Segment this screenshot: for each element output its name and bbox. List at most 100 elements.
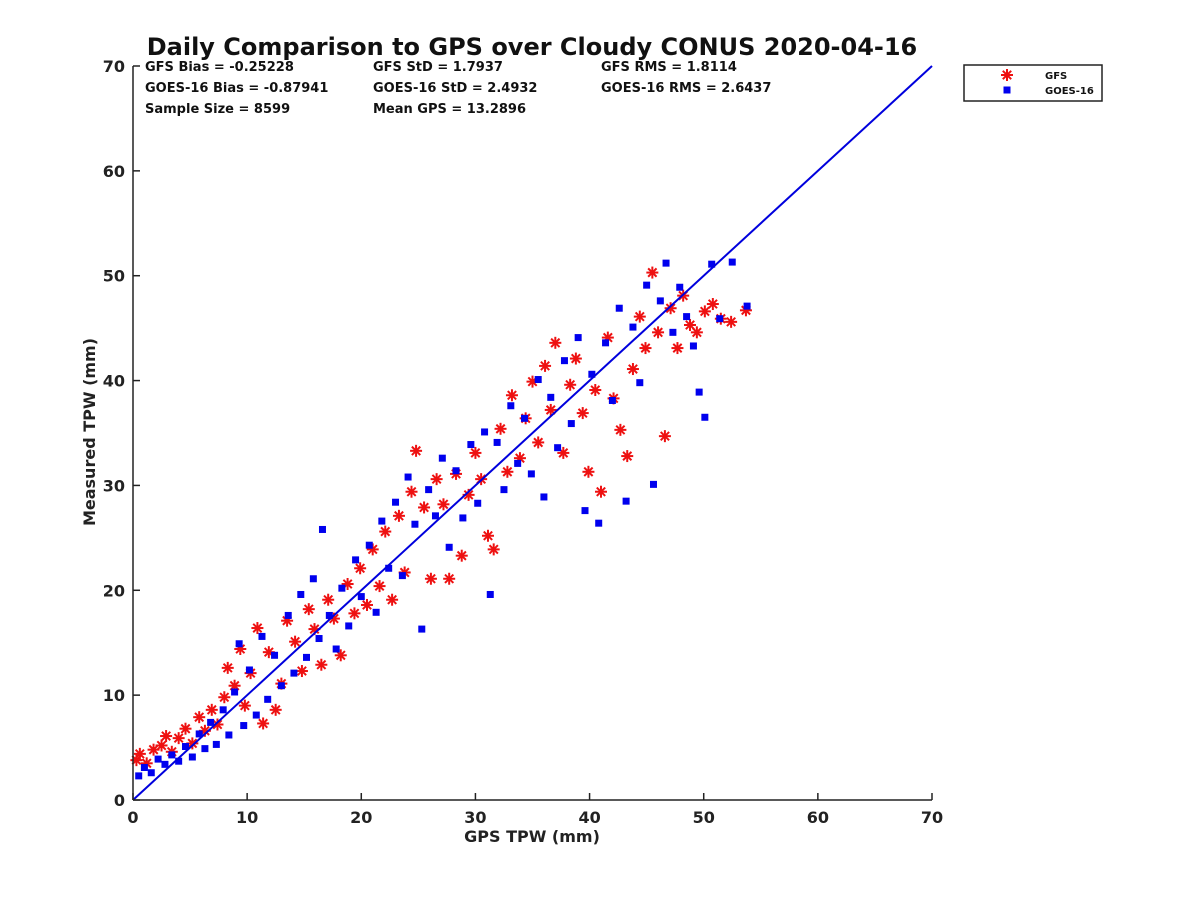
goes-point (154, 755, 162, 763)
goes-point (459, 514, 467, 522)
goes-point (716, 315, 724, 323)
goes-point (602, 339, 610, 347)
goes-point (481, 428, 489, 436)
gfs-point (690, 326, 703, 339)
gfs-point (589, 384, 602, 397)
goes-point (212, 740, 220, 748)
y-tick-label: 20 (103, 581, 125, 600)
gfs-point (626, 363, 639, 376)
gfs-point (684, 318, 697, 331)
goes-point (629, 323, 637, 331)
goes-point (574, 334, 582, 342)
gfs-point (238, 699, 251, 712)
goes-point (231, 688, 239, 696)
gfs-point (269, 703, 282, 716)
gfs-point (315, 658, 328, 671)
goes-point (615, 304, 623, 312)
y-tick-label: 40 (103, 372, 125, 391)
goes-point (695, 388, 703, 396)
gfs-point (155, 739, 168, 752)
x-tick-label: 70 (921, 808, 943, 827)
goes-point (547, 393, 555, 401)
gfs-point (706, 298, 719, 311)
goes-point (540, 493, 548, 501)
goes-point (676, 283, 684, 291)
goes-point (302, 653, 310, 661)
gfs-point (193, 711, 206, 724)
goes-point (252, 711, 260, 719)
goes-point (507, 402, 515, 410)
gfs-point (133, 747, 146, 760)
gfs-point (564, 378, 577, 391)
gfs-point (392, 509, 405, 522)
stat-text: GFS Bias = -0.25228 (145, 60, 294, 75)
goes-point (527, 470, 535, 478)
gfs-point (646, 266, 659, 279)
x-axis-label: GPS TPW (mm) (464, 827, 600, 846)
goes-point (669, 328, 677, 336)
gfs-point (257, 717, 270, 730)
goes-point (277, 682, 285, 690)
gfs-point (639, 342, 652, 355)
gfs-point (354, 562, 367, 575)
goes-point (425, 486, 433, 494)
gfs-point (532, 436, 545, 449)
goes-point (534, 376, 542, 384)
goes-point (372, 608, 380, 616)
goes-point (135, 772, 143, 780)
gfs-legend-symbol (1001, 69, 1013, 81)
legend-box (963, 64, 1103, 102)
stat-text: GFS RMS = 1.8114 (601, 60, 737, 75)
gfs-point (348, 607, 361, 620)
goes-point (636, 379, 644, 387)
goes-point (309, 575, 317, 583)
stat-text: GOES-16 Bias = -0.87941 (145, 81, 328, 96)
gfs-point (582, 465, 595, 478)
stats-block: GFS Bias = -0.25228 GFS StD = 1.7937 GFS R… (145, 60, 771, 117)
y-tick-label: 10 (103, 686, 125, 705)
goes-point (161, 760, 169, 768)
gfs-point (569, 352, 582, 365)
goes-point (743, 302, 751, 310)
x-tick-label: 50 (693, 808, 715, 827)
goes-point (643, 281, 651, 289)
goes-point (622, 497, 630, 505)
x-tick-label: 30 (464, 808, 486, 827)
x-tick-label: 10 (236, 808, 258, 827)
x-ticks: 0 10 20 30 40 50 60 70 (127, 793, 943, 827)
gfs-point (557, 446, 570, 459)
gfs-point (633, 310, 646, 323)
goes-point (345, 622, 353, 630)
goes-point (207, 718, 215, 726)
gfs-point (494, 422, 507, 435)
goes-point (567, 420, 575, 428)
gfs-point (172, 732, 185, 745)
goes-point (398, 572, 406, 580)
gfs-point (664, 302, 677, 315)
gfs-point (379, 525, 392, 538)
plot-area (130, 65, 933, 801)
goes-point (315, 635, 323, 643)
y-tick-label: 30 (103, 476, 125, 495)
gfs-point (360, 598, 373, 611)
goes-point (297, 590, 305, 598)
goes-point (708, 260, 716, 268)
gfs-point (218, 691, 231, 704)
goes-point (728, 258, 736, 266)
goes-point (365, 541, 373, 549)
gfs-point (614, 423, 627, 436)
chart-title: Daily Comparison to GPS over Cloudy CONU… (147, 33, 918, 61)
goes-point (264, 695, 272, 703)
legend-goes-marker (1003, 86, 1011, 94)
gfs-point (373, 580, 386, 593)
gfs-point (576, 407, 589, 420)
goes-point (175, 757, 183, 765)
gfs-point (487, 543, 500, 556)
goes-point (581, 507, 589, 515)
axes: 0 10 20 30 40 50 60 70 0 10 20 30 40 50 60 70 (103, 57, 943, 827)
gfs-point (652, 326, 665, 339)
gfs-point (549, 336, 562, 349)
legend-goes-label: GOES-16 (1045, 86, 1094, 97)
gfs-point (443, 572, 456, 585)
goes-point (467, 441, 475, 449)
